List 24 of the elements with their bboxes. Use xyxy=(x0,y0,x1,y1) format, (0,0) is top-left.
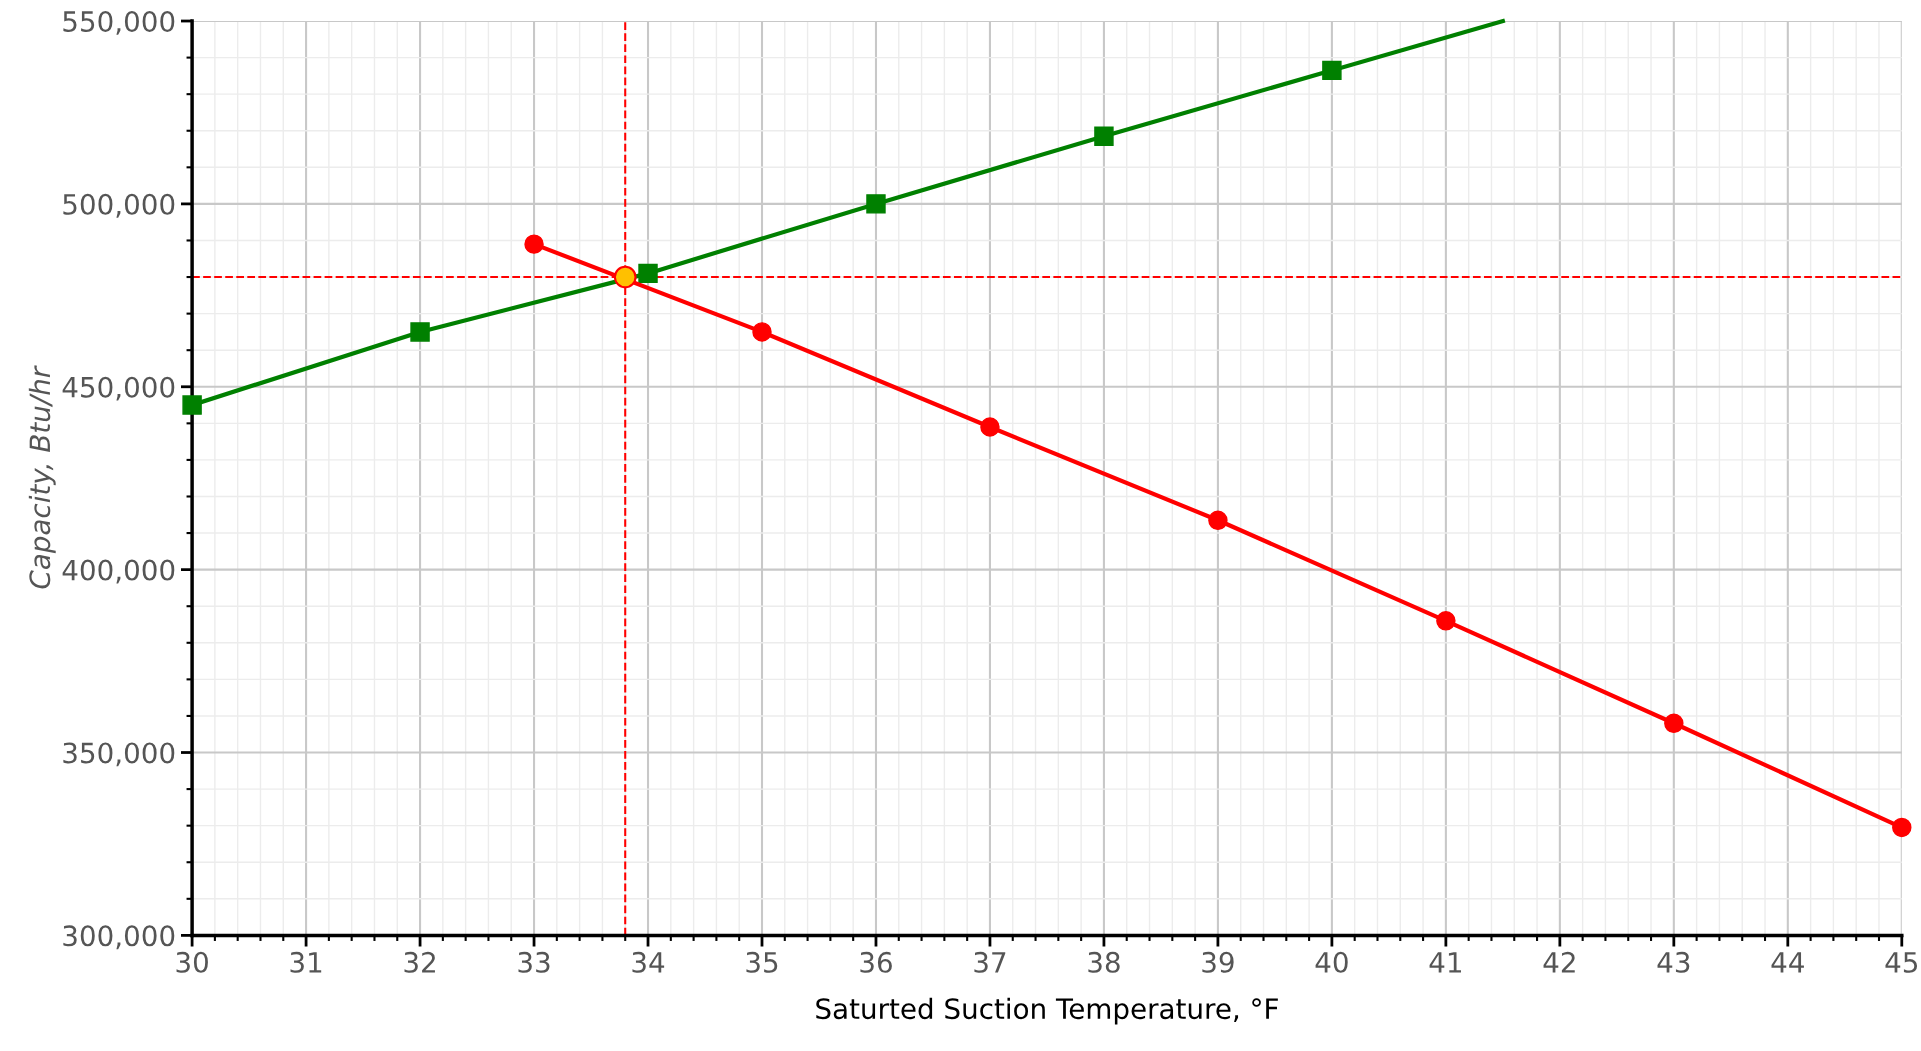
x-tick-label: 41 xyxy=(1429,952,1461,973)
y-tick-label: 450,000 xyxy=(62,376,175,401)
x-tick-label: 35 xyxy=(746,951,778,973)
x-tick-label: 38 xyxy=(1088,951,1120,973)
x-tick-label: 45 xyxy=(1885,952,1918,973)
x-tick-label: 34 xyxy=(632,951,665,973)
x-tick-label: 44 xyxy=(1771,952,1804,973)
x-tick-label: 30 xyxy=(176,951,208,973)
x-tick-label: 33 xyxy=(518,951,550,973)
x-tick-label: 39 xyxy=(1202,951,1234,973)
x-tick-label: 40 xyxy=(1315,951,1348,973)
y-axis-title: Capacity, Btu/hr xyxy=(28,365,56,589)
y-tick-label: 350,000 xyxy=(63,742,175,767)
y-tick-label: 300,000 xyxy=(63,925,175,950)
x-tick-label: 42 xyxy=(1543,951,1575,973)
x-tick-label: 43 xyxy=(1657,951,1690,973)
x-tick-label: 31 xyxy=(290,951,322,973)
y-tick-label: 550,000 xyxy=(63,10,175,35)
x-axis-title: Saturted Suction Temperature, °F xyxy=(816,997,1278,1025)
x-tick-label: 37 xyxy=(974,951,1006,973)
x-tick-label: 36 xyxy=(860,951,892,973)
y-tick-label: 500,000 xyxy=(63,193,175,218)
y-tick-label: 400,000 xyxy=(62,559,175,584)
x-tick-label: 32 xyxy=(404,951,435,973)
